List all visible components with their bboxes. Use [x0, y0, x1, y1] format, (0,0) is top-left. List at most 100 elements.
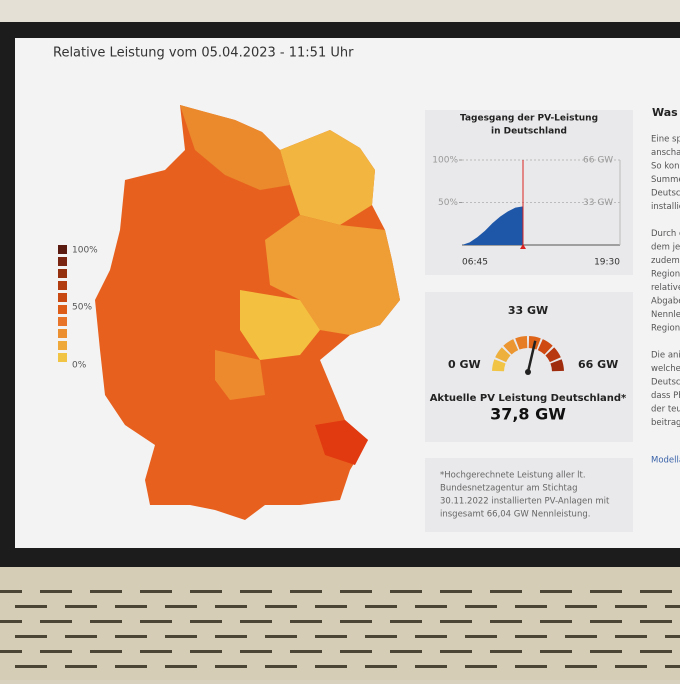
slot: [440, 590, 472, 593]
legend-swatch: [58, 329, 67, 338]
side-line: Region.: [651, 324, 680, 334]
side-line: Nennlei: [651, 310, 680, 320]
slot: [140, 620, 172, 623]
gauge: 33 GW 0 GW 66 GW Aktuelle PV Leistung Deuts…: [430, 304, 627, 424]
side-line: Abgabe: [651, 297, 680, 307]
slot: [390, 590, 422, 593]
side-line: der teu: [651, 405, 680, 415]
slot: [290, 590, 322, 593]
slot: [515, 605, 547, 608]
slot: [340, 650, 372, 653]
gauge-caption: Aktuelle PV Leistung Deutschland*: [430, 393, 627, 404]
slot: [515, 635, 547, 638]
gauge-segment: [550, 359, 564, 372]
map-region: [280, 130, 375, 225]
slot: [315, 665, 347, 668]
slot: [640, 650, 672, 653]
slot: [615, 605, 647, 608]
slot: [465, 635, 497, 638]
map-region: [265, 215, 400, 335]
slot: [265, 665, 297, 668]
slot: [390, 650, 422, 653]
legend-swatch: [58, 305, 67, 314]
y-tick-label: 33 GW: [583, 198, 613, 208]
slot: [490, 650, 522, 653]
slot: [15, 665, 47, 668]
slot: [15, 605, 47, 608]
slot: [115, 665, 147, 668]
daily-chart: Tagesgang der PV-Leistung in Deutschland 3…: [432, 114, 621, 268]
legend-swatch: [58, 257, 67, 266]
now-marker: [520, 244, 526, 249]
slot: [565, 605, 597, 608]
area: [462, 206, 523, 245]
gauge-segment: [515, 336, 528, 350]
slot: [165, 605, 197, 608]
legend-label: 50%: [72, 303, 92, 313]
map-region: [215, 350, 265, 400]
side-line: Deutsch: [651, 378, 680, 388]
slot: [0, 650, 22, 653]
x-tick-label: 19:30: [594, 258, 620, 268]
slot: [590, 620, 622, 623]
slot: [240, 590, 272, 593]
gauge-min-label: 0 GW: [448, 358, 481, 371]
side-line: Summe: [651, 175, 680, 185]
slot: [190, 650, 222, 653]
slot: [615, 665, 647, 668]
side-line: anschau: [651, 148, 680, 158]
slot: [165, 665, 197, 668]
side-line: Regione: [651, 270, 680, 280]
gauge-value: 37,8 GW: [490, 405, 566, 424]
slot: [90, 650, 122, 653]
side-line: dass Ph: [651, 391, 680, 401]
legend-label: 100%: [72, 246, 98, 256]
slot: [65, 635, 97, 638]
gauge-segment: [503, 339, 519, 355]
slot: [540, 650, 572, 653]
slot: [90, 590, 122, 593]
side-line: dem je: [651, 243, 680, 253]
slot: [215, 665, 247, 668]
slot: [165, 635, 197, 638]
legend-swatch: [58, 341, 67, 350]
gauge-segment: [545, 347, 561, 363]
slot: [665, 635, 680, 638]
slot: [190, 620, 222, 623]
needle-hub: [525, 369, 531, 375]
slot: [115, 635, 147, 638]
slot: [265, 605, 297, 608]
gauge-segment: [537, 339, 553, 355]
footnote-line: insgesamt 66,04 GW Nennleistung.: [440, 510, 590, 520]
slot: [640, 620, 672, 623]
daily-title: in Deutschland: [491, 127, 567, 137]
y2-tick-label: 100%: [432, 156, 458, 166]
page-title: Relative Leistung vom 05.04.2023 - 11:51…: [53, 46, 354, 61]
legend-swatch: [58, 269, 67, 278]
panel: [0, 567, 680, 680]
legend-swatch: [58, 317, 67, 326]
slot: [540, 620, 572, 623]
slot: [140, 590, 172, 593]
slot: [665, 605, 680, 608]
side-line: Durch c: [651, 229, 680, 239]
slot: [40, 650, 72, 653]
footnote: *Hochgerechnete Leistung aller lt. Bundes…: [440, 471, 610, 520]
slot: [540, 590, 572, 593]
legend-swatch: [58, 245, 67, 254]
slot: [0, 590, 22, 593]
side-line: Die ani: [651, 351, 680, 361]
map-region: [180, 105, 290, 190]
side-line: zudem: [651, 256, 680, 266]
footnote-line: *Hochgerechnete Leistung aller lt.: [440, 471, 586, 481]
slot: [215, 635, 247, 638]
slot: [365, 635, 397, 638]
footnote-line: 30.11.2022 installierten PV-Anlagen mit: [440, 497, 610, 507]
slot: [465, 605, 497, 608]
slot: [490, 620, 522, 623]
slot: [240, 620, 272, 623]
slot: [365, 605, 397, 608]
slot: [490, 590, 522, 593]
gauge-max-label: 66 GW: [578, 358, 618, 371]
